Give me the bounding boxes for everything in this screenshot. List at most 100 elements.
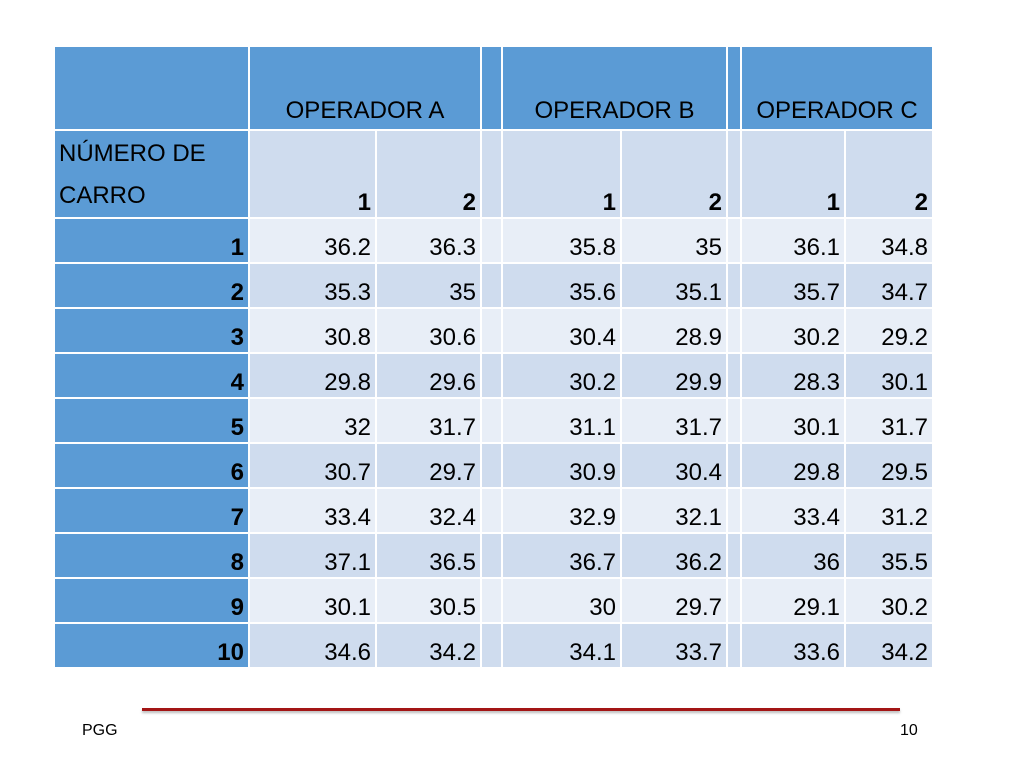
gap-cell (482, 489, 501, 532)
measurement-cell: 31.7 (622, 399, 726, 442)
sub-header-c2: 2 (846, 131, 932, 217)
measurement-cell: 33.4 (250, 489, 375, 532)
measurement-cell: 29.8 (742, 444, 844, 487)
gap-cell (728, 489, 740, 532)
footer-author: PGG (82, 722, 118, 739)
sub-header-b1: 1 (503, 131, 620, 217)
gap-cell (728, 534, 740, 577)
gap-cell (482, 264, 501, 307)
measurement-cell: 36 (742, 534, 844, 577)
table-row: 4 29.8 29.6 30.2 29.9 28.3 30.1 (55, 354, 932, 397)
measurement-cell: 35.1 (622, 264, 726, 307)
carro-number: 6 (55, 444, 248, 487)
measurement-cell: 30.6 (377, 309, 480, 352)
measurement-cell: 30.2 (503, 354, 620, 397)
carro-number: 9 (55, 579, 248, 622)
gap-cell (728, 264, 740, 307)
sub-header-a1: 1 (250, 131, 375, 217)
measurement-cell: 33.7 (622, 624, 726, 667)
carro-number: 7 (55, 489, 248, 532)
gap-cell (728, 444, 740, 487)
data-table: OPERADOR A OPERADOR B OPERADOR C NÚMERO … (53, 45, 934, 669)
measurement-cell: 36.2 (250, 219, 375, 262)
footer-divider (142, 708, 900, 711)
gap-cell (482, 624, 501, 667)
measurement-cell: 28.9 (622, 309, 726, 352)
measurement-cell: 30.1 (846, 354, 932, 397)
gap-cell (728, 309, 740, 352)
measurement-cell: 29.9 (622, 354, 726, 397)
measurement-cell: 30.2 (846, 579, 932, 622)
measurement-cell: 36.7 (503, 534, 620, 577)
measurement-cell: 35.3 (250, 264, 375, 307)
measurement-cell: 30.2 (742, 309, 844, 352)
gap-cell (482, 534, 501, 577)
measurement-cell: 29.8 (250, 354, 375, 397)
gap-cell (482, 579, 501, 622)
row-header-line1: NÚMERO DE (59, 140, 206, 167)
measurement-cell: 36.5 (377, 534, 480, 577)
measurement-cell: 34.7 (846, 264, 932, 307)
gap-cell (482, 309, 501, 352)
measurement-cell: 28.3 (742, 354, 844, 397)
measurement-cell: 29.6 (377, 354, 480, 397)
gap-cell (728, 47, 740, 129)
measurement-cell: 36.3 (377, 219, 480, 262)
gap-cell (728, 131, 740, 217)
gap-cell (728, 354, 740, 397)
measurement-cell: 30.8 (250, 309, 375, 352)
measurement-cell: 30.9 (503, 444, 620, 487)
table-row: 6 30.7 29.7 30.9 30.4 29.8 29.5 (55, 444, 932, 487)
gap-cell (728, 219, 740, 262)
measurement-cell: 34.8 (846, 219, 932, 262)
measurement-cell: 32 (250, 399, 375, 442)
measurement-cell: 34.6 (250, 624, 375, 667)
measurement-cell: 34.2 (846, 624, 932, 667)
measurement-cell: 30.4 (622, 444, 726, 487)
table-row: 1 36.2 36.3 35.8 35 36.1 34.8 (55, 219, 932, 262)
measurement-cell: 29.1 (742, 579, 844, 622)
gap-cell (482, 47, 501, 129)
table-row: 2 35.3 35 35.6 35.1 35.7 34.7 (55, 264, 932, 307)
measurement-cell: 30.1 (742, 399, 844, 442)
table-row: 9 30.1 30.5 30 29.7 29.1 30.2 (55, 579, 932, 622)
measurement-cell: 29.5 (846, 444, 932, 487)
measurement-cell: 32.9 (503, 489, 620, 532)
measurement-cell: 31.7 (377, 399, 480, 442)
measurement-cell: 30.1 (250, 579, 375, 622)
operator-c-header: OPERADOR C (742, 47, 932, 129)
gap-cell (482, 399, 501, 442)
measurement-cell: 31.1 (503, 399, 620, 442)
table-row: 8 37.1 36.5 36.7 36.2 36 35.5 (55, 534, 932, 577)
page-number: 10 (900, 722, 918, 739)
carro-number: 4 (55, 354, 248, 397)
table-row: 7 33.4 32.4 32.9 32.1 33.4 31.2 (55, 489, 932, 532)
operator-header-row: OPERADOR A OPERADOR B OPERADOR C (55, 47, 932, 129)
measurement-cell: 32.1 (622, 489, 726, 532)
gap-cell (482, 219, 501, 262)
carro-number: 10 (55, 624, 248, 667)
gap-cell (482, 131, 501, 217)
carro-number: 2 (55, 264, 248, 307)
measurement-cell: 30.4 (503, 309, 620, 352)
table-row: 5 32 31.7 31.1 31.7 30.1 31.7 (55, 399, 932, 442)
gap-cell (482, 444, 501, 487)
row-header-label: NÚMERO DE CARRO (55, 131, 248, 217)
measurement-cell: 36.2 (622, 534, 726, 577)
row-header-line2: CARRO (59, 182, 146, 209)
measurement-cell: 33.4 (742, 489, 844, 532)
measurement-cell: 31.7 (846, 399, 932, 442)
measurement-cell: 34.1 (503, 624, 620, 667)
measurement-cell: 36.1 (742, 219, 844, 262)
operator-a-header: OPERADOR A (250, 47, 480, 129)
measurement-cell: 35.8 (503, 219, 620, 262)
carro-number: 5 (55, 399, 248, 442)
gap-cell (728, 624, 740, 667)
sub-header-row: NÚMERO DE CARRO 1 2 1 2 1 2 (55, 131, 932, 217)
carro-number: 1 (55, 219, 248, 262)
measurement-cell: 31.2 (846, 489, 932, 532)
measurement-cell: 32.4 (377, 489, 480, 532)
carro-number: 3 (55, 309, 248, 352)
sub-header-c1: 1 (742, 131, 844, 217)
